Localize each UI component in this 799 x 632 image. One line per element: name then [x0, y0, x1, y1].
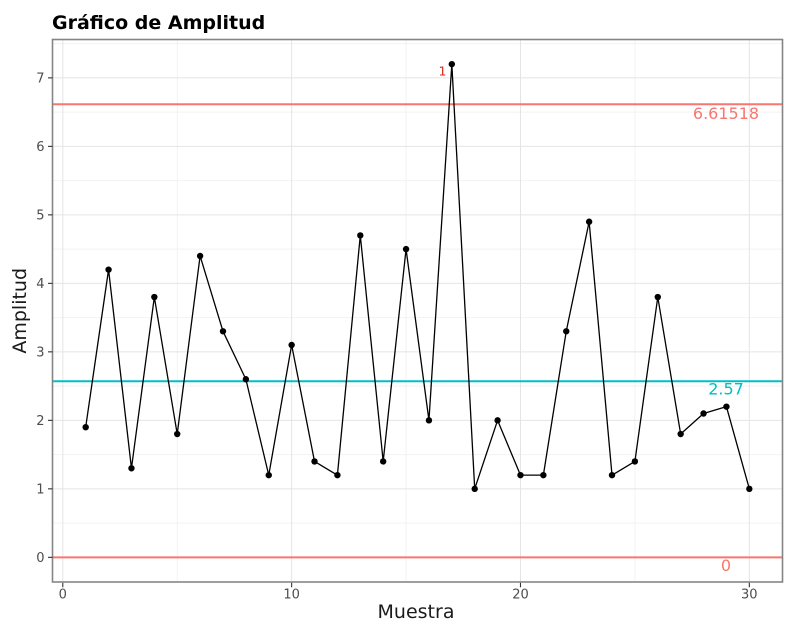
data-point	[585, 218, 593, 225]
data-point	[494, 417, 501, 424]
x-tick-label: 0	[59, 588, 67, 603]
x-tick-label: 30	[741, 588, 758, 603]
y-tick-label: 0	[36, 551, 44, 566]
data-point	[677, 430, 684, 438]
data-point	[471, 485, 478, 493]
series-polyline	[85, 63, 750, 490]
data-point	[540, 471, 547, 479]
data-point	[242, 376, 250, 383]
violation-point-label: 1	[439, 64, 447, 79]
x-axis-title: Muestra	[378, 601, 455, 623]
data-point	[700, 410, 707, 417]
control-limit-lines	[52, 103, 783, 559]
data-point	[379, 458, 387, 465]
data-points	[82, 60, 753, 493]
data-point	[265, 471, 272, 479]
y-tick-label: 2	[36, 414, 44, 429]
data-point	[174, 430, 181, 438]
y-axis-title: Amplitud	[9, 268, 31, 354]
gridlines-minor	[52, 39, 783, 582]
data-point	[105, 266, 112, 273]
y-tick-label: 4	[36, 277, 44, 292]
x-tick-label: 10	[283, 588, 300, 603]
data-point	[82, 423, 89, 431]
data-point	[311, 458, 318, 465]
data-point	[334, 471, 341, 479]
ucl-value-label: 6.61518	[693, 104, 759, 123]
data-point	[631, 458, 639, 465]
data-point	[288, 341, 295, 349]
axis-tick-marks	[48, 77, 750, 588]
data-point	[425, 417, 433, 424]
data-point	[357, 232, 364, 239]
data-point	[219, 328, 227, 335]
chart-title: Gráfico de Amplitud	[52, 12, 265, 34]
lcl-value-label: 0	[721, 556, 731, 575]
center-line-value-label: 2.57	[708, 380, 744, 399]
data-point	[608, 471, 616, 479]
data-point	[563, 328, 570, 335]
y-tick-label: 3	[36, 346, 44, 361]
y-tick-label: 7	[36, 72, 44, 87]
y-tick-label: 6	[36, 140, 44, 155]
data-point	[448, 60, 456, 68]
axis-tick-labels: 0 1 2 3 4 5 6 7 0 10 20 30	[36, 72, 757, 603]
y-tick-label: 5	[36, 209, 44, 224]
panel-background	[52, 39, 783, 582]
data-series-line	[85, 63, 750, 490]
data-point	[402, 245, 410, 253]
data-point	[654, 293, 661, 301]
plot-panel	[52, 39, 783, 582]
data-point	[517, 471, 524, 479]
panel-border	[51, 38, 784, 583]
data-point	[128, 465, 135, 472]
data-point	[723, 403, 730, 410]
data-point	[151, 293, 158, 301]
data-point	[196, 252, 204, 260]
y-tick-label: 1	[36, 483, 44, 498]
data-point	[746, 485, 753, 493]
panel-border-rect	[51, 38, 784, 583]
x-tick-label: 20	[512, 588, 529, 603]
